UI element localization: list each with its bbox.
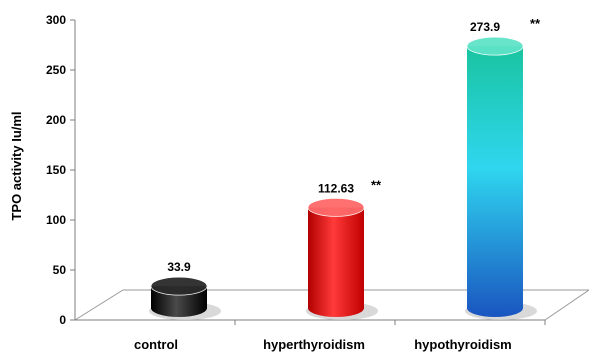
y-tick-label: 250: [46, 63, 66, 77]
significance-marker-hyperthyroidism: **: [371, 177, 382, 192]
x-tick-label-hyperthyroidism: hyperthyroidism: [263, 337, 365, 352]
y-tick-label: 100: [46, 213, 66, 227]
y-tick-label: 0: [59, 313, 66, 327]
bar-hyperthyroidism: [308, 207, 364, 317]
y-tick-label: 150: [46, 163, 66, 177]
y-tick-label: 200: [46, 113, 66, 127]
axes: 0 50 100 150 200 250 300: [46, 13, 546, 327]
y-axis-label: TPO activity Iu/ml: [9, 111, 24, 220]
data-label-control: 33.9: [167, 260, 191, 274]
bar-top-hyperthyroidism: [307, 197, 365, 217]
data-label-hypothyroidism: 273.9: [470, 20, 500, 34]
x-tick-label-control: control: [134, 337, 178, 352]
bars: [149, 36, 537, 320]
x-tick-label-hypothyroidism: hypothyroidism: [414, 337, 512, 352]
labels: TPO activity Iu/ml 33.9 control 112.63 ** hy…: [9, 16, 541, 352]
bar-hypothyroidism: [467, 46, 523, 317]
data-label-hyperthyroidism: 112.63: [318, 181, 354, 195]
significance-marker-hypothyroidism: **: [530, 16, 541, 31]
bar-top-hypothyroidism: [466, 36, 524, 56]
bar-top-control: [150, 276, 208, 296]
y-tick-label: 300: [46, 13, 66, 27]
y-tick-label: 50: [53, 263, 67, 277]
